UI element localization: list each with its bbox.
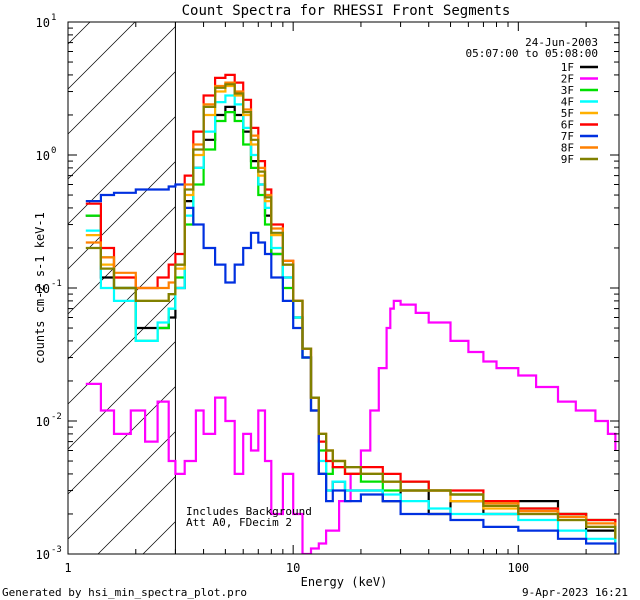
legend-label-5f: 5F <box>561 107 574 120</box>
y-axis-label: counts cm-2 s-1 keV-1 <box>33 212 47 364</box>
y-tick-exponent: -2 <box>51 412 62 422</box>
info-time-range: 05:07:00 to 05:08:00 <box>466 47 598 60</box>
chart-title: Count Spectra for RHESSI Front Segments <box>182 3 511 19</box>
hatch-line <box>68 386 176 495</box>
x-tick-label: 100 <box>507 561 529 575</box>
hatch-line <box>68 26 176 135</box>
legend-label-7f: 7F <box>561 130 574 143</box>
y-tick-exponent: -1 <box>51 279 62 289</box>
hatch-line <box>68 206 176 315</box>
legend-label-8f: 8F <box>561 142 574 155</box>
legend-label-3f: 3F <box>561 84 574 97</box>
series-line-6f <box>85 73 617 531</box>
x-tick-label: 1 <box>64 561 71 575</box>
generator-note: Generated by hsi_min_spectra_plot.pro <box>2 586 247 599</box>
y-tick-label: 10 <box>36 548 50 562</box>
hatch-line <box>68 431 176 540</box>
hatch-line <box>68 251 176 360</box>
series-group <box>85 73 617 554</box>
y-tick-label: 10 <box>36 282 50 296</box>
series-line-5f <box>85 84 617 539</box>
legend-label-2f: 2F <box>561 73 574 86</box>
y-tick-label: 10 <box>36 16 50 30</box>
legend-label-4f: 4F <box>561 96 574 109</box>
series-line-9f <box>85 83 617 539</box>
hatch-line <box>0 0 113 554</box>
hatch-line <box>68 22 136 90</box>
excluded-region-hatch <box>0 0 176 554</box>
x-axis-label: Energy (keV) <box>301 575 388 589</box>
background-note: Includes Background <box>186 505 312 518</box>
series-line-7f <box>85 183 617 554</box>
timestamp: 9-Apr-2023 16:21 <box>522 586 628 599</box>
legend-label-9f: 9F <box>561 153 574 166</box>
legend-label-1f: 1F <box>561 61 574 74</box>
attenuator-note: Att A0, FDecim 2 <box>186 516 292 529</box>
series-line-4f <box>85 94 617 549</box>
x-axis: 1 10 100 <box>64 22 587 575</box>
y-tick-exponent: -3 <box>51 545 62 555</box>
hatch-line <box>68 161 176 270</box>
hatch-line <box>68 296 176 405</box>
series-line-2f <box>85 299 617 554</box>
y-tick-exponent: 1 <box>51 13 56 23</box>
y-tick-label: 10 <box>36 149 50 163</box>
x-tick-label: 10 <box>286 561 300 575</box>
y-tick-label: 10 <box>36 415 50 429</box>
info-date: 24-Jun-2003 <box>525 36 598 49</box>
legend-label-6f: 6F <box>561 119 574 132</box>
y-tick-exponent: 0 <box>51 146 56 156</box>
